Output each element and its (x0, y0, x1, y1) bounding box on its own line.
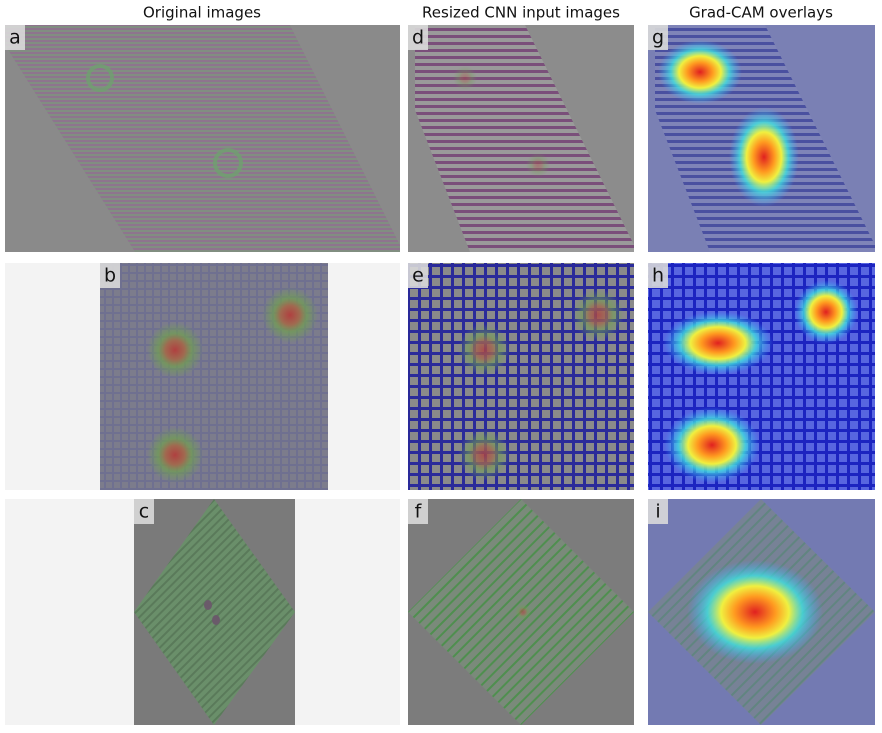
label-box (100, 263, 120, 288)
label-box (408, 499, 428, 524)
panel-label: e (412, 265, 424, 287)
panel-label: f (415, 501, 423, 523)
panel-image (648, 499, 875, 725)
label-box (5, 25, 25, 50)
panel-label: g (652, 27, 664, 49)
panel-image (408, 263, 634, 490)
panel-image (5, 25, 400, 252)
panel-image (648, 263, 875, 490)
panel-label: b (104, 265, 116, 287)
label-box (648, 25, 668, 50)
column-title: Original images (143, 4, 261, 22)
panel-image (5, 499, 400, 725)
panel-image (648, 25, 875, 252)
column-title: Grad-CAM overlays (689, 4, 833, 22)
panel-image (5, 263, 400, 490)
label-box (134, 499, 154, 524)
panel-label: c (139, 501, 149, 523)
panel-image (408, 499, 634, 725)
panel-label: d (412, 27, 424, 49)
panel-image (408, 25, 634, 252)
panel-label: a (9, 27, 21, 49)
label-box (648, 499, 668, 524)
column-title: Resized CNN input images (422, 4, 620, 22)
label-box (408, 25, 428, 50)
label-box (408, 263, 428, 288)
panel-label: h (652, 265, 664, 287)
label-box (648, 263, 668, 288)
panel-label: i (655, 501, 660, 523)
